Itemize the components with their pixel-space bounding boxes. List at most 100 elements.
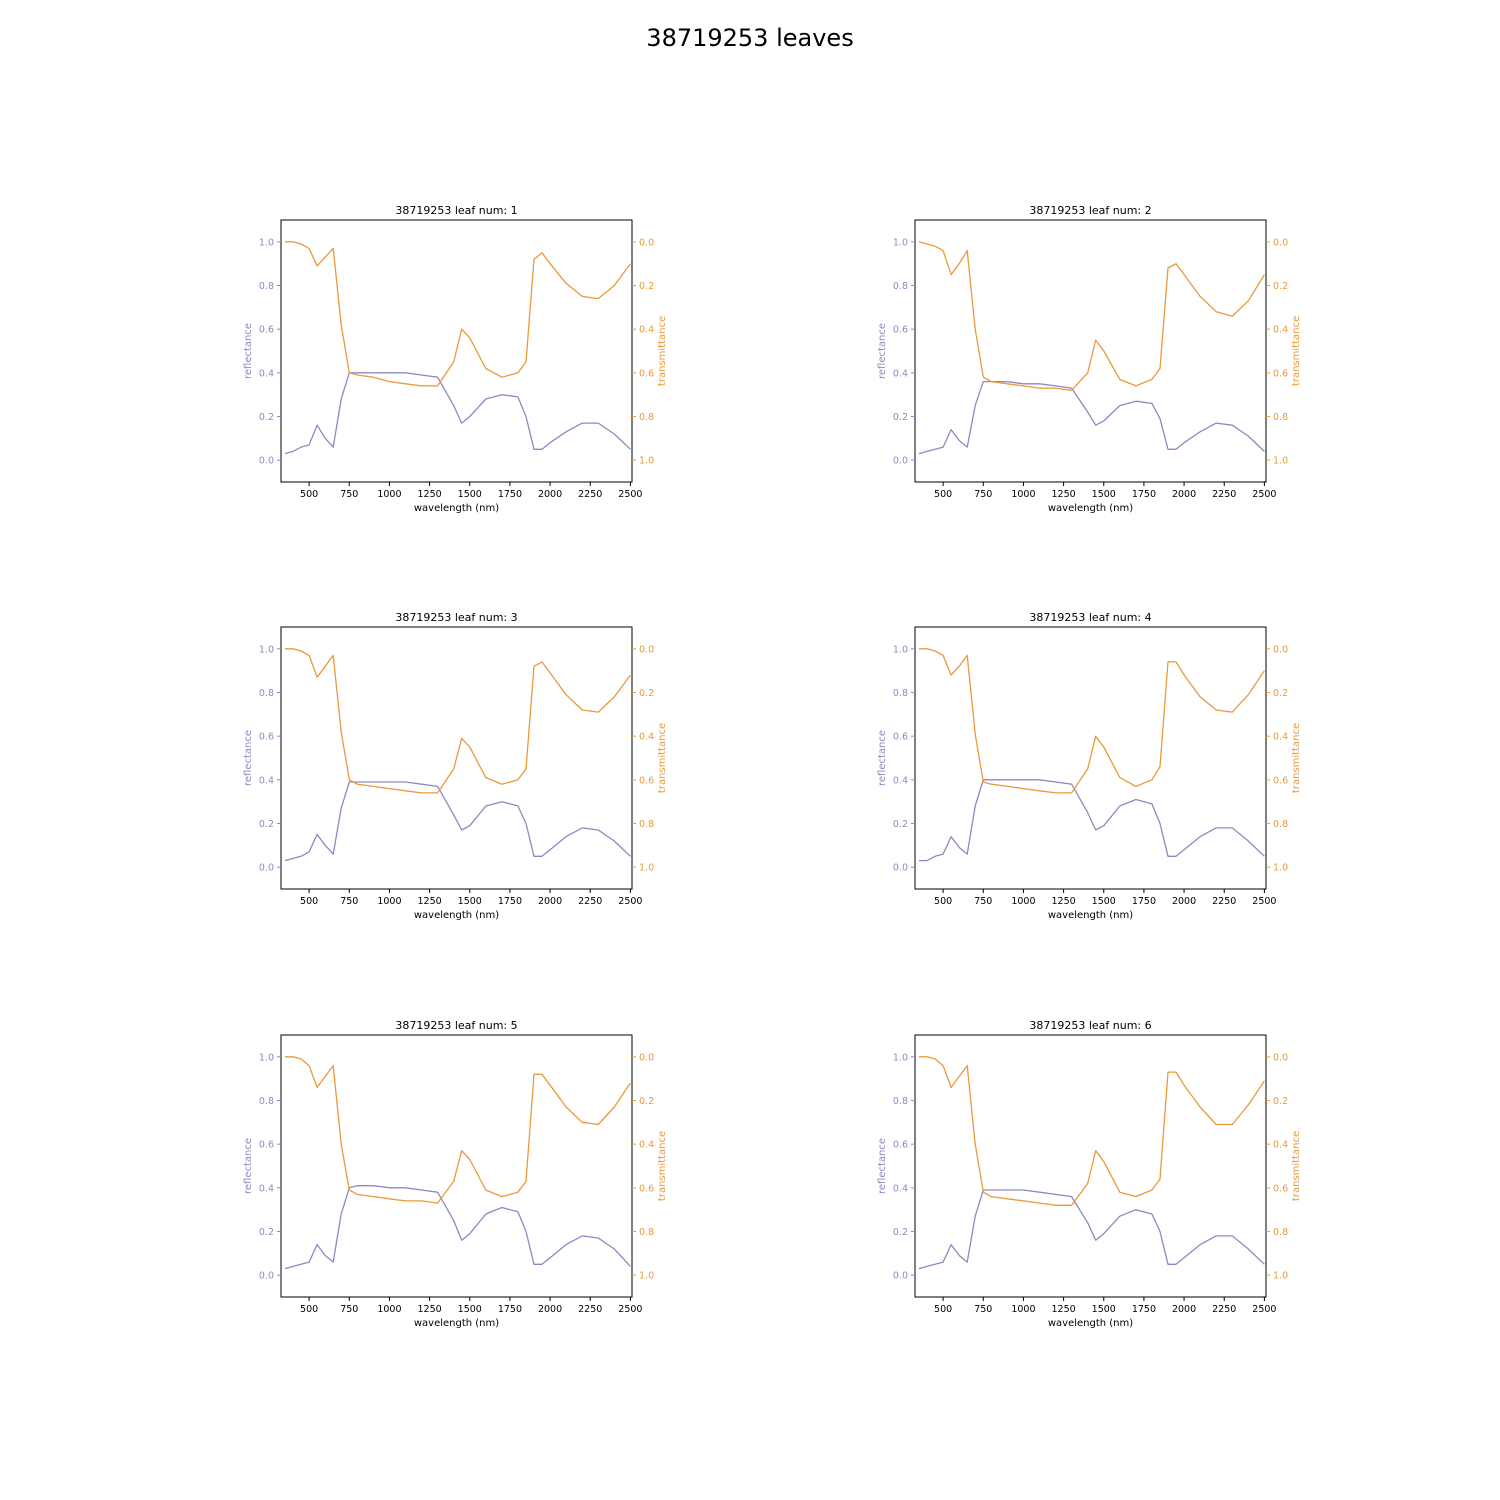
x-tick-label: 1000: [1011, 489, 1035, 500]
y-right-tick-label: 0.0: [639, 237, 654, 248]
y-right-axis-label: transmittance: [1291, 1131, 1302, 1201]
x-axis-label: wavelength (nm): [1048, 1318, 1133, 1329]
y-left-tick-label: 1.0: [259, 1052, 274, 1063]
y-left-tick-label: 0.4: [893, 1183, 908, 1194]
y-left-tick-label: 0.4: [893, 775, 908, 786]
y-right-tick-label: 0.0: [1273, 237, 1288, 248]
y-left-tick-label: 0.8: [259, 1096, 274, 1107]
x-axis-label: wavelength (nm): [1048, 503, 1133, 514]
x-tick-label: 1500: [458, 896, 482, 907]
x-tick-label: 2000: [538, 489, 562, 500]
x-tick-label: 1250: [417, 896, 441, 907]
series-line-reflectance: [284, 372, 631, 455]
x-tick-label: 1500: [1092, 1304, 1116, 1315]
y-left-tick-label: 0.6: [259, 325, 274, 336]
plot-frame: [914, 1034, 1267, 1298]
y-left-tick-label: 1.0: [893, 237, 908, 248]
y-right-tick-label: 1.0: [639, 1271, 654, 1282]
x-axis-label: wavelength (nm): [414, 1318, 499, 1329]
y-left-tick-label: 0.6: [259, 732, 274, 743]
y-left-tick-label: 0.0: [259, 456, 274, 467]
y-right-tick-label: 0.2: [639, 688, 654, 699]
series-line-transmittance: [285, 241, 631, 387]
plot-frame: [280, 1034, 633, 1298]
series-line-transmittance: [918, 241, 1265, 391]
x-tick-label: 2250: [578, 1304, 602, 1315]
y-left-tick-label: 0.0: [893, 863, 908, 874]
y-left-tick-label: 0.0: [893, 456, 908, 467]
x-tick-label: 2000: [1172, 1304, 1196, 1315]
y-right-tick-label: 0.8: [639, 412, 654, 423]
y-right-tick-label: 0.8: [639, 819, 654, 830]
y-right-tick-label: 1.0: [1273, 456, 1288, 467]
y-left-tick-label: 0.0: [893, 1271, 908, 1282]
y-left-tick-label: 0.0: [259, 863, 274, 874]
y-right-axis-label: transmittance: [657, 723, 668, 793]
y-right-tick-label: 0.0: [639, 1052, 654, 1063]
y-left-axis-label: reflectance: [877, 1138, 888, 1194]
plot-frame: [914, 219, 1267, 483]
x-tick-label: 500: [300, 1304, 318, 1315]
y-left-tick-label: 0.4: [893, 368, 908, 379]
x-tick-label: 1750: [1132, 896, 1156, 907]
x-tick-label: 1250: [1051, 896, 1075, 907]
y-left-tick-label: 0.4: [259, 775, 274, 786]
y-right-tick-label: 1.0: [1273, 1271, 1288, 1282]
y-right-tick-label: 0.4: [1273, 1140, 1288, 1151]
y-left-axis-label: reflectance: [243, 323, 254, 379]
subplot-6: 38719253 leaf num: 6 500 750 1000 1250 1500 17…: [877, 1019, 1302, 1329]
y-right-tick-label: 0.6: [1273, 775, 1288, 786]
y-right-tick-label: 0.6: [639, 368, 654, 379]
x-axis-label: wavelength (nm): [414, 910, 499, 921]
subplot-5: 38719253 leaf num: 5 500 750 1000 1250 1500 17…: [243, 1019, 668, 1329]
x-tick-label: 1750: [498, 489, 522, 500]
y-right-tick-label: 0.2: [1273, 281, 1288, 292]
series-line-transmittance: [919, 1056, 1265, 1206]
y-right-axis-label: transmittance: [1291, 723, 1302, 793]
x-tick-label: 500: [934, 896, 952, 907]
y-right-tick-label: 1.0: [639, 456, 654, 467]
x-tick-label: 1750: [1132, 489, 1156, 500]
plot-frame: [280, 219, 633, 483]
subplot-title: 38719253 leaf num: 1: [395, 204, 517, 217]
y-right-tick-label: 0.8: [1273, 819, 1288, 830]
y-right-tick-label: 0.4: [639, 325, 654, 336]
y-left-tick-label: 0.2: [893, 819, 908, 830]
x-tick-label: 1250: [417, 1304, 441, 1315]
y-right-tick-label: 0.6: [639, 775, 654, 786]
x-tick-label: 2250: [1212, 1304, 1236, 1315]
x-tick-label: 750: [974, 1304, 992, 1315]
x-axis-label: wavelength (nm): [1048, 910, 1133, 921]
y-left-axis-label: reflectance: [243, 730, 254, 786]
x-tick-label: 2500: [618, 489, 642, 500]
series-line-reflectance: [918, 380, 1265, 455]
x-tick-label: 1250: [1051, 489, 1075, 500]
y-right-tick-label: 0.2: [1273, 1096, 1288, 1107]
x-tick-label: 1500: [458, 1304, 482, 1315]
y-left-tick-label: 1.0: [893, 644, 908, 655]
y-right-axis-label: transmittance: [1291, 316, 1302, 386]
y-left-tick-label: 0.6: [893, 732, 908, 743]
x-tick-label: 1500: [1092, 489, 1116, 500]
plot-frame: [280, 626, 633, 890]
x-tick-label: 2000: [1172, 896, 1196, 907]
y-left-tick-label: 0.2: [893, 412, 908, 423]
y-left-tick-label: 0.8: [259, 281, 274, 292]
y-left-tick-label: 0.8: [893, 688, 908, 699]
x-tick-label: 500: [934, 1304, 952, 1315]
y-right-axis-label: transmittance: [657, 316, 668, 386]
y-left-axis-label: reflectance: [877, 730, 888, 786]
subplot-title: 38719253 leaf num: 5: [395, 1019, 517, 1032]
subplot-title: 38719253 leaf num: 6: [1029, 1019, 1151, 1032]
subplot-4: 38719253 leaf num: 4 500 750 1000 1250 1500 17…: [877, 611, 1302, 921]
series-line-transmittance: [919, 648, 1265, 794]
y-left-axis-label: reflectance: [243, 1138, 254, 1194]
x-tick-label: 500: [300, 489, 318, 500]
subplot-3: 38719253 leaf num: 3 500 750 1000 1250 1500 17…: [243, 611, 668, 921]
subplot-title: 38719253 leaf num: 3: [395, 611, 517, 624]
x-tick-label: 750: [974, 896, 992, 907]
x-tick-label: 1750: [498, 1304, 522, 1315]
y-left-tick-label: 0.6: [259, 1140, 274, 1151]
x-tick-label: 2500: [1252, 896, 1276, 907]
y-right-tick-label: 0.0: [1273, 644, 1288, 655]
